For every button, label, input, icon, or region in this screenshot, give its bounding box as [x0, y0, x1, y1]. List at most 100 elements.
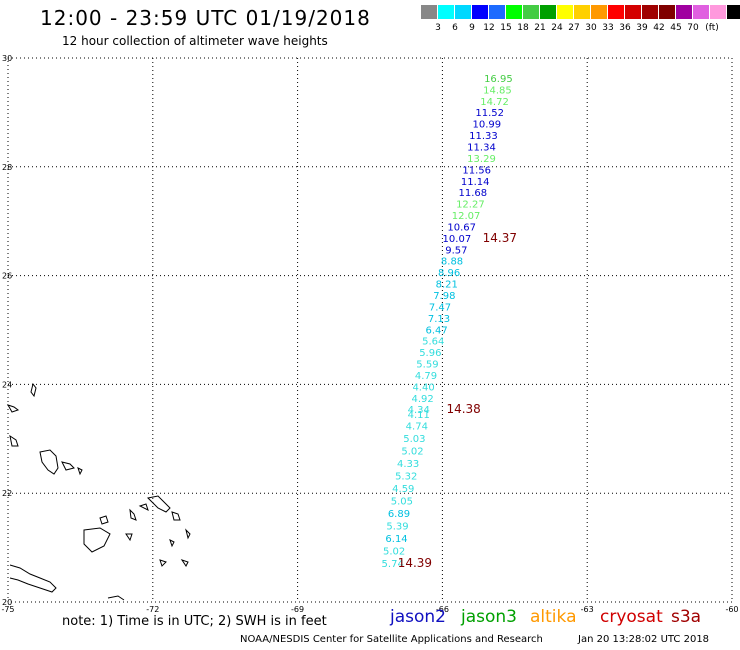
wave-height-label: 4.11: [408, 410, 430, 421]
coast-island: [146, 495, 171, 513]
legend-swatch: [608, 5, 625, 19]
wave-height-label: 8.21: [436, 280, 458, 291]
footer-credit: NOAA/NESDIS Center for Satellite Applica…: [240, 634, 543, 645]
chart-subtitle: 12 hour collection of altimeter wave hei…: [62, 34, 328, 48]
coast-island: [180, 559, 189, 567]
coast-island: [171, 511, 181, 521]
coast-island: [39, 449, 59, 475]
wave-height-label: 4.34: [408, 405, 430, 416]
legend-swatch: [693, 5, 710, 19]
coast-island: [9, 434, 19, 447]
coast-island: [125, 533, 133, 542]
wave-height-highlight: 14.38: [446, 402, 480, 416]
lat-tick-label: 30: [2, 54, 12, 63]
legend-label: 9: [469, 23, 475, 33]
wave-height-label: 5.32: [395, 472, 417, 483]
footer-timestamp: Jan 20 13:28:02 UTC 2018: [578, 634, 710, 645]
coast-island: [99, 515, 109, 525]
wave-height-label: 4.59: [392, 484, 414, 495]
legend-swatch: [421, 5, 438, 19]
wave-height-label: 5.39: [386, 522, 408, 533]
coast-island: [61, 461, 75, 471]
legend-unit: (ft): [705, 23, 719, 33]
legend-swatch: [659, 5, 676, 19]
wave-height-label: 14.85: [483, 85, 512, 96]
wave-height-label: 5.05: [391, 497, 413, 508]
legend-label: 27: [568, 23, 580, 33]
wave-height-label: 4.33: [397, 459, 419, 470]
wave-height-label: 5.74: [382, 559, 404, 570]
lat-tick-label: 26: [2, 272, 12, 281]
satellite-jason3: jason3: [461, 607, 517, 627]
coast-island: [129, 508, 137, 521]
legend-label: 12: [483, 23, 495, 33]
legend-swatch: [455, 5, 472, 19]
coast-island: [138, 503, 149, 511]
legend-swatch: [489, 5, 506, 19]
legend-swatch: [574, 5, 591, 19]
wave-height-label: 5.03: [403, 434, 425, 445]
wave-height-label: 14.72: [480, 97, 509, 108]
legend-label: 33: [602, 23, 614, 33]
coast-island: [169, 539, 175, 548]
legend-label: 15: [500, 23, 512, 33]
coast-cuba: [9, 564, 57, 593]
chart-title: 12:00 - 23:59 UTC 01/19/2018: [40, 6, 371, 30]
coast-island: [185, 528, 191, 540]
axis-ticks: -75 -72 -69 -66 -63 -60 30 28 26 24 22 20: [1, 54, 738, 614]
legend-label: 18: [517, 23, 529, 33]
lon-tick-label: -75: [1, 605, 14, 614]
wave-height-label: 5.96: [419, 348, 441, 359]
legend-swatch: [438, 5, 455, 19]
legend-swatch: [523, 5, 540, 19]
wave-height-label: 5.64: [422, 337, 444, 348]
legend-swatch: [557, 5, 574, 19]
coast-island: [159, 559, 167, 567]
map-frame: [7, 57, 733, 603]
legend-label: 24: [551, 23, 563, 33]
wave-height-highlight: 14.37: [483, 231, 517, 245]
legend-label: 30: [585, 23, 597, 33]
wave-height-label: 5.02: [401, 447, 423, 458]
legend-label: 42: [653, 23, 665, 33]
legend-swatch: [506, 5, 523, 19]
legend-swatch: [727, 5, 740, 19]
lon-tick-label: -66: [436, 605, 449, 614]
legend-label: 3: [435, 23, 441, 33]
wave-height-label: 10.67: [447, 222, 476, 233]
wave-height-label: 11.56: [462, 165, 491, 176]
legend-swatch: [540, 5, 557, 19]
coast-island: [83, 527, 111, 553]
coastline: [6, 382, 191, 601]
legend-label: 21: [534, 23, 546, 33]
legend-label: 39: [636, 23, 648, 33]
lon-tick-label: -72: [146, 605, 159, 614]
coast-island: [6, 404, 20, 413]
lat-tick-label: 28: [2, 163, 12, 172]
legend-label: 6: [452, 23, 458, 33]
lat-tick-label: 20: [2, 598, 12, 607]
legend-swatch: [472, 5, 489, 19]
wave-height-label: 4.79: [415, 371, 437, 382]
legend-swatch: [642, 5, 659, 19]
wave-height-label: 7.47: [429, 302, 451, 313]
wave-height-label: 11.33: [469, 131, 498, 142]
wave-height-label: 8.96: [438, 268, 460, 279]
satellite-cryosat: cryosat: [600, 607, 663, 627]
map-grid: [7, 57, 733, 603]
wave-height-observations: 16.9514.8514.7211.5210.9911.3311.3413.29…: [382, 74, 517, 570]
satellite-altika: altika: [530, 607, 577, 627]
wave-height-label: 11.34: [467, 142, 496, 153]
wave-height-label: 4.74: [406, 422, 428, 433]
wave-height-label: 10.07: [443, 234, 472, 245]
wave-height-label: 11.68: [458, 188, 487, 199]
wave-height-label: 6.14: [385, 534, 407, 545]
wave-height-label: 5.02: [383, 547, 405, 558]
wave-height-label: 7.98: [433, 291, 455, 302]
wave-height-label: 9.57: [445, 245, 467, 256]
wave-height-label: 11.14: [461, 177, 490, 188]
coast-island: [77, 467, 83, 476]
lon-tick-label: -60: [725, 605, 738, 614]
lon-tick-label: -69: [291, 605, 304, 614]
